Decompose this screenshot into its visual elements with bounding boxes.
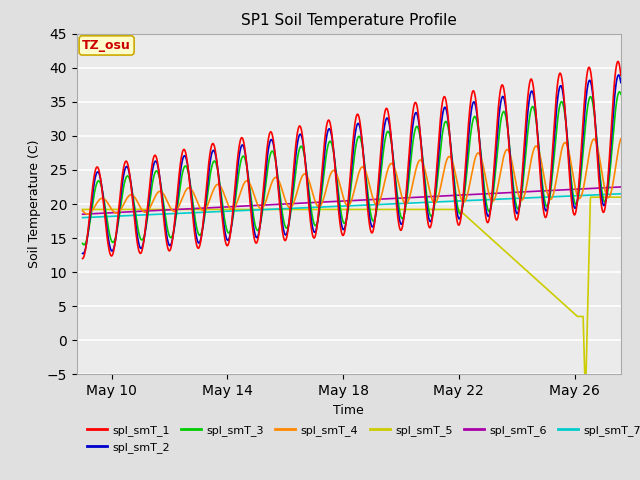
Text: TZ_osu: TZ_osu	[82, 39, 131, 52]
spl_smT_7	[602, 192, 609, 197]
Legend: spl_smT_1, spl_smT_2, spl_smT_3, spl_smT_4, spl_smT_5, spl_smT_6, spl_smT_7: spl_smT_1, spl_smT_2, spl_smT_3, spl_smT…	[83, 421, 640, 457]
spl_smT_5	[326, 206, 334, 212]
spl_smT_7	[340, 203, 348, 209]
spl_smT_4	[503, 147, 511, 153]
spl_smT_4	[79, 208, 86, 214]
Line: spl_smT_3: spl_smT_3	[83, 92, 621, 245]
spl_smT_3	[106, 235, 114, 240]
spl_smT_5	[617, 194, 625, 200]
spl_smT_7	[79, 215, 86, 220]
Line: spl_smT_1: spl_smT_1	[83, 61, 621, 259]
spl_smT_2	[615, 72, 623, 78]
spl_smT_3	[79, 240, 86, 246]
spl_smT_1	[601, 205, 609, 211]
spl_smT_7	[502, 196, 510, 202]
spl_smT_1	[617, 72, 625, 78]
spl_smT_2	[79, 251, 86, 256]
Title: SP1 Soil Temperature Profile: SP1 Soil Temperature Profile	[241, 13, 457, 28]
Line: spl_smT_5: spl_smT_5	[83, 197, 621, 374]
spl_smT_7	[326, 204, 334, 210]
spl_smT_3	[340, 220, 348, 226]
spl_smT_7	[106, 214, 114, 219]
spl_smT_3	[616, 89, 623, 95]
spl_smT_1	[614, 59, 621, 64]
spl_smT_2	[326, 127, 334, 133]
spl_smT_6	[617, 184, 625, 190]
spl_smT_6	[601, 185, 609, 191]
Line: spl_smT_6: spl_smT_6	[83, 187, 621, 214]
Line: spl_smT_2: spl_smT_2	[83, 75, 621, 254]
spl_smT_6	[106, 210, 114, 216]
spl_smT_1	[340, 230, 348, 236]
spl_smT_3	[80, 242, 88, 248]
X-axis label: Time: Time	[333, 404, 364, 417]
spl_smT_2	[106, 245, 114, 251]
spl_smT_6	[502, 190, 510, 196]
spl_smT_4	[84, 211, 92, 217]
spl_smT_6	[79, 211, 86, 217]
spl_smT_7	[617, 191, 625, 197]
spl_smT_3	[602, 199, 609, 204]
spl_smT_4	[602, 189, 609, 195]
spl_smT_2	[503, 113, 511, 119]
spl_smT_1	[106, 251, 114, 257]
spl_smT_5	[602, 194, 609, 200]
spl_smT_3	[617, 91, 625, 97]
Line: spl_smT_4: spl_smT_4	[83, 139, 621, 214]
spl_smT_2	[617, 80, 625, 85]
Y-axis label: Soil Temperature (C): Soil Temperature (C)	[28, 140, 41, 268]
spl_smT_5	[602, 194, 609, 200]
spl_smT_1	[326, 120, 334, 126]
spl_smT_6	[340, 198, 348, 204]
spl_smT_5	[106, 206, 114, 212]
spl_smT_5	[340, 206, 348, 212]
spl_smT_6	[602, 185, 609, 191]
spl_smT_4	[326, 172, 334, 178]
spl_smT_4	[617, 136, 625, 142]
spl_smT_5	[581, 372, 589, 377]
spl_smT_3	[503, 119, 511, 124]
spl_smT_2	[602, 200, 609, 205]
spl_smT_5	[79, 206, 86, 212]
spl_smT_1	[79, 256, 86, 262]
Line: spl_smT_7: spl_smT_7	[83, 194, 621, 217]
spl_smT_5	[587, 194, 595, 200]
spl_smT_2	[340, 226, 348, 231]
spl_smT_4	[106, 204, 114, 210]
spl_smT_6	[326, 199, 334, 204]
spl_smT_7	[601, 192, 609, 197]
spl_smT_1	[602, 204, 609, 210]
spl_smT_2	[602, 201, 609, 206]
spl_smT_3	[326, 138, 334, 144]
spl_smT_2	[79, 251, 87, 257]
spl_smT_3	[602, 199, 609, 204]
spl_smT_5	[502, 250, 510, 255]
spl_smT_1	[502, 108, 510, 114]
spl_smT_4	[602, 188, 609, 194]
spl_smT_4	[340, 198, 348, 204]
